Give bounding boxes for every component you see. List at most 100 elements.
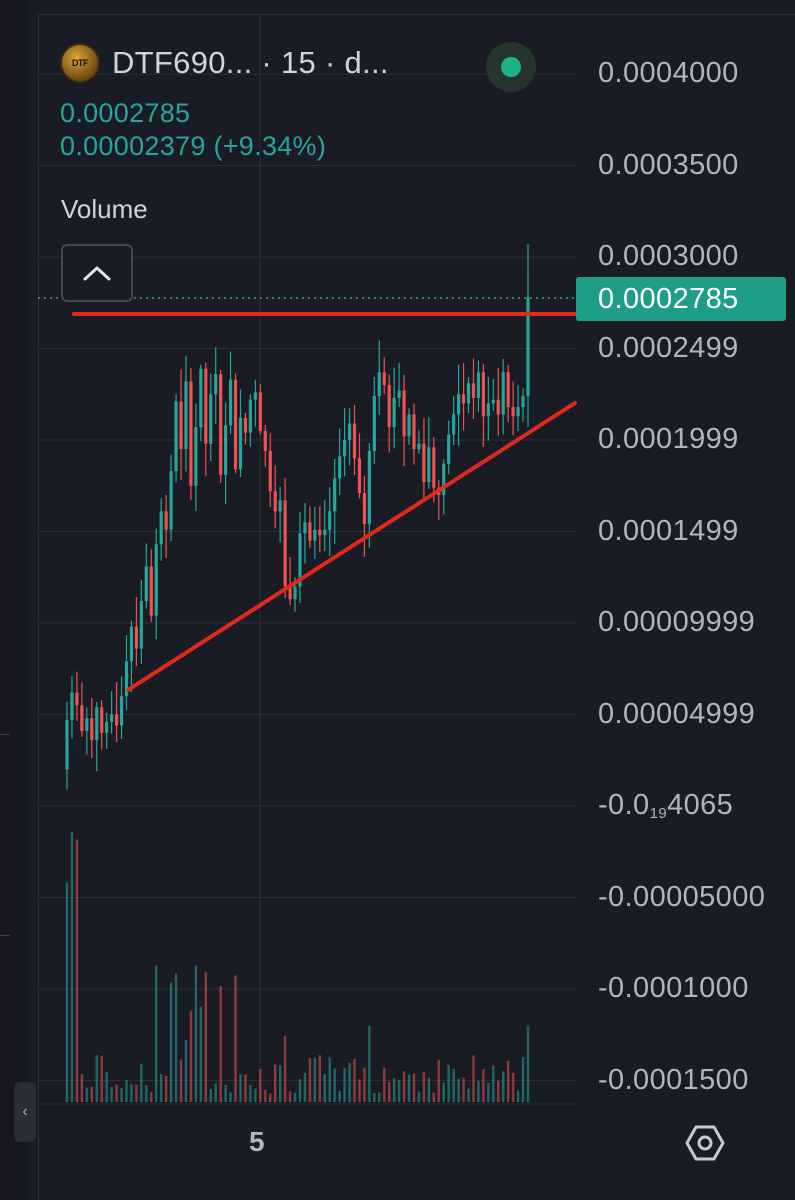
candle-body (382, 372, 386, 386)
candle-body (233, 379, 238, 470)
candle-body (447, 434, 451, 464)
volume-bar (497, 1080, 500, 1102)
candle-body (124, 661, 129, 697)
candle-body (501, 372, 505, 415)
price-axis-label: 0.0003500 (598, 148, 739, 181)
volume-bar (457, 1078, 460, 1102)
candle-body (496, 399, 500, 415)
candle-body (219, 374, 223, 475)
settings-button[interactable] (684, 1122, 726, 1164)
candle-body (139, 601, 143, 649)
volume-bar (392, 1078, 396, 1102)
candle-body (491, 399, 495, 404)
volume-bar (194, 965, 198, 1102)
candle-body (308, 522, 312, 541)
candle-body (238, 418, 243, 470)
support-trendline (126, 401, 577, 692)
side-panel-toggle[interactable]: ‹ (14, 1082, 36, 1142)
volume-bar (115, 1084, 118, 1102)
volume-bar (130, 1084, 133, 1102)
candle-body (154, 544, 158, 616)
price-axis-label: 0.00009999 (598, 606, 756, 638)
candle-body (471, 383, 476, 398)
volume-bar (303, 1072, 307, 1102)
volume-bar (159, 1074, 163, 1102)
volume-bar (358, 1079, 361, 1102)
volume-bar (378, 1092, 381, 1102)
volume-bar (269, 1093, 272, 1102)
chevron-left-icon: ‹ (22, 1103, 28, 1120)
candle-body (511, 407, 515, 417)
symbol-title[interactable]: DTF690... · 15 · d... (112, 45, 389, 80)
volume-bar (244, 1074, 247, 1102)
candle-body (90, 718, 94, 741)
volume-bar (120, 1087, 123, 1102)
candle-body (119, 696, 124, 726)
candle-body (184, 381, 188, 450)
candle-body (412, 414, 416, 450)
candle-body (466, 383, 471, 404)
volume-bar (442, 1082, 445, 1102)
volume-bar (363, 1067, 366, 1102)
volume-bar (249, 1084, 252, 1102)
left-tick (0, 935, 10, 936)
volume-bar (467, 1088, 470, 1102)
candle-body (209, 394, 213, 444)
candle-body (442, 463, 446, 495)
volume-bar (95, 1055, 98, 1102)
current-price-tag: 0.0002785 (576, 277, 786, 321)
volume-bar (100, 1055, 103, 1102)
candle-body (352, 423, 357, 459)
candlesticks (65, 244, 530, 790)
volume-bar (224, 1084, 227, 1102)
coin-logo-text: DTF (72, 58, 89, 68)
candle-body (248, 399, 253, 433)
volume-bar (155, 965, 158, 1102)
volume-study-label[interactable]: Volume (61, 194, 148, 224)
legend-price: 0.0002785 (60, 98, 191, 128)
candle-body (228, 379, 233, 426)
volume-bar (273, 1064, 277, 1102)
candle-body (179, 401, 183, 450)
candle-body (258, 392, 262, 431)
volume-bar (90, 1086, 93, 1102)
volume-bar (85, 1087, 89, 1102)
candle-body (199, 368, 203, 428)
volume-bar (511, 1072, 515, 1102)
candle-body (268, 450, 272, 492)
candle-body (417, 443, 421, 450)
volume-bar (199, 1006, 203, 1102)
candle-body (204, 368, 208, 444)
candle-body (189, 381, 193, 486)
candle-body (293, 586, 297, 600)
candle-body (243, 418, 248, 433)
volume-bar (184, 1040, 188, 1102)
volume-bar (447, 1064, 450, 1102)
volume-bar (135, 1084, 138, 1102)
volume-bar (110, 1087, 113, 1102)
live-status-icon[interactable] (486, 42, 536, 92)
candle-body (486, 403, 490, 417)
candle-body (328, 511, 332, 530)
volume-bar (254, 1088, 257, 1102)
volume-bar (65, 882, 69, 1102)
candle-body (397, 390, 401, 398)
volume-bar (145, 1085, 148, 1102)
volume-bar (169, 982, 173, 1102)
candle-body (427, 447, 431, 483)
candle-body (283, 500, 287, 587)
candle-body (342, 440, 347, 457)
candle-body (114, 714, 119, 726)
candle-body (407, 414, 411, 437)
collapse-legend-button[interactable] (61, 244, 133, 302)
candle-body (323, 529, 327, 536)
volume-bar (502, 1071, 505, 1102)
volume-bar (348, 1062, 351, 1102)
volume-bar (506, 1060, 510, 1102)
volume-bar (164, 1075, 168, 1102)
chevron-up-icon (83, 266, 111, 281)
coin-logo-icon: DTF (60, 43, 100, 83)
candle-body (338, 456, 342, 479)
chart-grid (38, 14, 576, 1105)
volume-bar (452, 1068, 455, 1102)
